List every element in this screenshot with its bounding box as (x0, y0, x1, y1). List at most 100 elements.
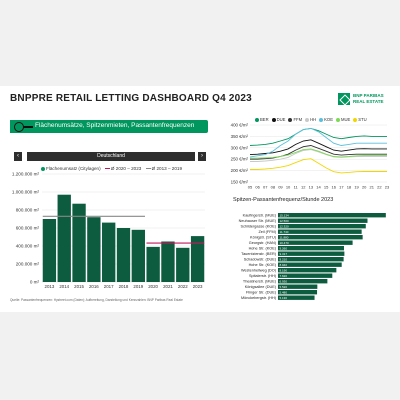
x-tick-label: 21 (370, 185, 375, 190)
bar (57, 194, 71, 282)
category-label: Theatinerstr. (MUE) (243, 280, 277, 284)
category-label: Spitalerstr. (HH) (249, 274, 277, 278)
y-tick-label: 0 m² (30, 280, 40, 285)
bar (161, 241, 175, 282)
value-label: 9.210 (280, 257, 288, 261)
area-turnover-bar-chart: 0 m² 200.000 m² 400.000 m² 600.000 m² 800.00… (12, 172, 205, 289)
legend-label: DUE (276, 117, 286, 122)
source-note: Quelle: Passantenfrequenzen: Hystreet.co… (10, 298, 183, 302)
bar (72, 203, 86, 282)
left-chart-legend: Flächenumsatz (Citylagen) Ø 2020 – 2023 … (38, 166, 182, 171)
bar (116, 228, 131, 282)
series-line (249, 127, 387, 158)
x-tick-label: 14 (316, 185, 321, 190)
legend-swatch (288, 117, 293, 122)
category-label: Georgstr. (HAN) (249, 241, 277, 245)
x-tick-label: 2021 (163, 284, 173, 289)
legend-label: STU (358, 117, 367, 122)
footfall-subtitle: Spitzen-Passantenfrequenz/Stunde 2023 (233, 197, 334, 203)
bar (278, 246, 344, 251)
bar (131, 229, 145, 282)
section-tagline: Flächenumsätze, Spitzenmieten, Passanten… (35, 122, 195, 129)
next-region-button[interactable]: › (198, 152, 206, 161)
legend-label: MUE (340, 117, 351, 122)
y-tick-label: 300 €/m² (231, 145, 249, 150)
logo-line2: REAL ESTATE (353, 99, 384, 104)
bar (176, 247, 190, 282)
legend-swatch (271, 117, 276, 122)
legend-label-avg-old: Ø 2013 – 2019 (151, 166, 183, 171)
bar (278, 218, 368, 223)
x-tick-label: 2017 (104, 284, 114, 289)
x-tick-label: 11 (294, 185, 299, 190)
bar (102, 222, 116, 282)
y-tick-label: 1.000.000 m² (12, 190, 40, 195)
category-label: Flinger Str. (DUE) (246, 291, 277, 295)
x-tick-label: 23 (385, 185, 390, 190)
value-label: 15.134 (280, 213, 290, 217)
y-tick-label: 600.000 m² (16, 226, 40, 231)
x-tick-label: 08 (271, 185, 276, 190)
x-tick-label: 2013 (45, 284, 55, 289)
value-label: 12.320 (280, 224, 290, 228)
category-label: Westenhellweg (DO) (241, 269, 277, 273)
x-tick-label: 05 (248, 185, 253, 190)
value-label: 5.130 (280, 296, 288, 300)
value-label: 12.560 (280, 219, 290, 223)
bnp-star-icon (338, 93, 350, 105)
peak-rent-line-chart: 150 €/m² 200 €/m² 250 €/m² 300 €/m² 350 €/m²… (231, 123, 390, 190)
y-tick-label: 200 €/m² (231, 168, 249, 173)
value-label: 9.260 (280, 246, 288, 250)
y-tick-label: 350 €/m² (231, 134, 249, 139)
legend-label: BER (260, 117, 269, 122)
legend-swatch (353, 117, 358, 122)
legend-label: FFM (293, 117, 303, 122)
legend-swatch (319, 117, 324, 122)
category-label: Kaufingerstr. (MUE) (243, 214, 277, 218)
legend-swatch (255, 117, 259, 122)
x-tick-label: 2019 (133, 284, 143, 289)
x-tick-label: 22 (377, 185, 382, 190)
x-tick-label: 10 (286, 185, 291, 190)
x-tick-label: 17 (339, 185, 344, 190)
legend-swatch-avg-old (145, 168, 151, 170)
value-label: 5.520 (280, 285, 288, 289)
legend-label-avg-recent: Ø 2020 – 2023 (110, 166, 142, 171)
series-line (250, 145, 387, 160)
category-label: Tauentzienstr. (BER) (241, 252, 277, 256)
x-tick-label: 19 (354, 185, 359, 190)
value-label: 6.930 (280, 279, 288, 283)
x-tick-label: 2020 (148, 284, 158, 289)
bar (278, 273, 333, 278)
bar (278, 268, 337, 273)
bar (42, 219, 57, 282)
y-tick-label: 400.000 m² (16, 244, 40, 249)
value-label: 7.620 (280, 274, 288, 278)
y-tick-label: 200.000 m² (16, 262, 40, 267)
x-tick-label: 07 (263, 185, 268, 190)
bar (278, 251, 345, 256)
category-label: Königsallee (DUE) (245, 285, 277, 289)
x-tick-label: 18 (347, 185, 352, 190)
value-label: 5.480 (280, 290, 288, 294)
legend-swatch-avg-recent (104, 168, 110, 170)
legend-swatch-bars (41, 166, 45, 171)
bar (278, 257, 344, 262)
category-label: Zeil (FFM) (258, 230, 276, 234)
legend-label: KOE (324, 117, 333, 122)
category-label: Schildergasse (KOE) (241, 225, 277, 229)
series-line (250, 148, 387, 159)
y-tick-label: 800.000 m² (16, 208, 40, 213)
x-tick-label: 20 (362, 185, 367, 190)
category-label: Hohe Str. (KOE) (249, 263, 277, 267)
value-label: 11.740 (280, 230, 289, 234)
bar (278, 279, 328, 284)
region-select[interactable]: Deutschland (27, 152, 195, 161)
value-label: 10.470 (280, 241, 290, 245)
bar (190, 236, 205, 282)
y-tick-label: 1.200.000 m² (12, 172, 40, 177)
series-line (249, 127, 387, 146)
x-tick-label: 2015 (74, 284, 84, 289)
prev-region-button[interactable]: ‹ (14, 152, 22, 161)
